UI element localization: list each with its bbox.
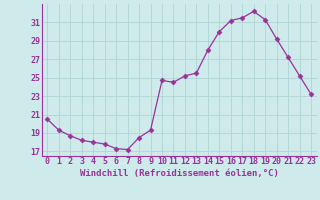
X-axis label: Windchill (Refroidissement éolien,°C): Windchill (Refroidissement éolien,°C) — [80, 169, 279, 178]
